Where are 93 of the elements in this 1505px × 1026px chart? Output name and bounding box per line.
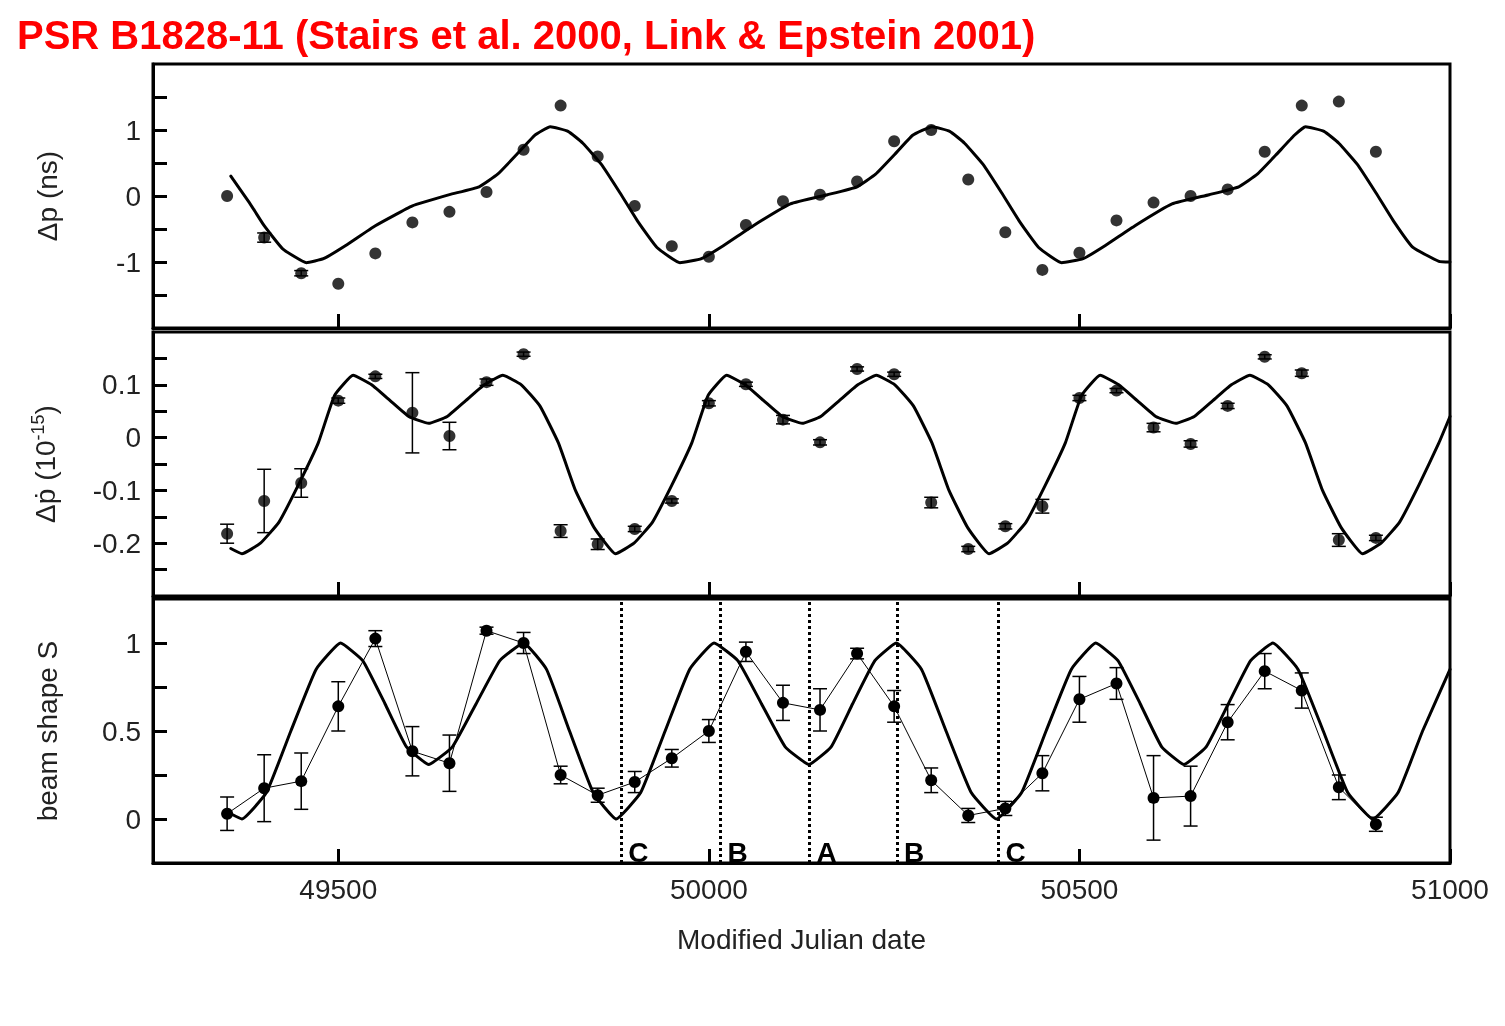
y-tick-label: 0.5 [102,715,141,747]
y-tick-label: 0.1 [102,369,141,401]
y-axis-title: Δp (ns) [31,150,63,242]
point [443,430,456,443]
y-tick-label: -1 [116,246,141,278]
point [1110,677,1123,690]
point [851,175,864,188]
point [406,216,419,229]
ref-line-label: A [816,836,837,868]
point [1184,790,1197,803]
point [814,703,827,716]
y-tick-label: -0.2 [92,527,141,559]
point [628,199,641,212]
y-axis-title: beam shape S [31,640,63,822]
point [739,645,752,658]
point [1221,399,1234,412]
point [1036,767,1049,780]
point [221,527,234,540]
point [554,769,567,781]
point [925,124,938,136]
point [888,368,901,381]
point [221,807,234,820]
point [1221,716,1234,729]
point [665,240,678,253]
point [480,186,493,199]
chart-title: PSR B1828-11 (Stairs et al. 2000, Link & Epstein 2001) [17,13,1036,57]
point [888,135,901,148]
point [258,782,271,795]
y-tick-label: 0 [125,422,141,454]
point [702,397,715,410]
point [369,247,382,260]
point [295,775,308,788]
point [1110,384,1123,397]
x-tick-label: 49500 [299,873,378,905]
point [1036,263,1049,276]
y-tick-label: 0 [125,803,141,835]
point [1184,437,1197,450]
point [702,725,715,737]
point [1073,246,1086,259]
y-tick-label: -0.1 [92,474,141,506]
point [258,494,271,507]
point [221,190,234,202]
point [1258,665,1271,678]
point [702,250,715,263]
y-tick-label: 0 [125,180,141,212]
point [517,348,530,361]
ref-line-label: C [628,836,649,868]
point [406,406,419,419]
ref-line-label: B [727,836,748,868]
point [1332,781,1345,794]
point [517,637,530,649]
point [962,173,975,186]
x-tick-label: 51000 [1411,873,1489,905]
y-axis-title: Δṗ (10-15) [28,405,61,523]
point [1147,196,1160,209]
point [665,494,678,507]
x-tick-label: 50500 [1040,873,1119,905]
point [1369,145,1382,158]
point [1258,350,1271,363]
point [999,226,1012,239]
point [776,696,789,709]
point [517,143,530,156]
point [443,205,456,218]
point [1147,791,1160,804]
point [776,195,789,208]
point [554,99,567,112]
point [332,700,345,713]
point [1258,145,1271,158]
point [443,757,456,770]
point [295,477,308,489]
point [814,188,827,201]
ref-line-label: B [903,836,925,868]
point [925,774,938,787]
point [406,745,419,758]
point [332,277,345,290]
ref-line-label: C [1005,836,1026,868]
y-tick-label: 1 [125,627,141,659]
point [1073,693,1086,706]
y-tick-label: 1 [125,114,141,146]
x-tick-label: 50000 [669,873,748,905]
point [628,776,641,789]
point [851,362,864,375]
point [1295,684,1308,697]
point [1332,95,1345,108]
point [591,150,604,163]
point [665,752,678,765]
x-axis-title: Modified Julian date [676,923,927,955]
point [1110,214,1123,227]
point [1295,99,1308,112]
point [739,219,752,232]
point [999,520,1012,533]
point [1184,190,1197,202]
point [1221,183,1234,196]
